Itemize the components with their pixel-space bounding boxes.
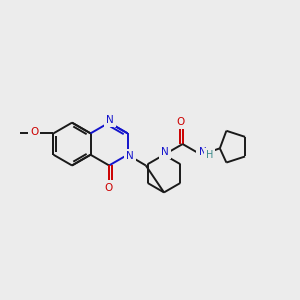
Text: N: N [126,151,134,161]
Text: O: O [104,182,112,193]
Text: N: N [161,147,169,158]
Text: N: N [199,147,206,157]
Text: O: O [177,117,185,127]
Text: H: H [206,150,213,160]
Text: N: N [106,115,114,125]
Text: O: O [30,127,38,137]
